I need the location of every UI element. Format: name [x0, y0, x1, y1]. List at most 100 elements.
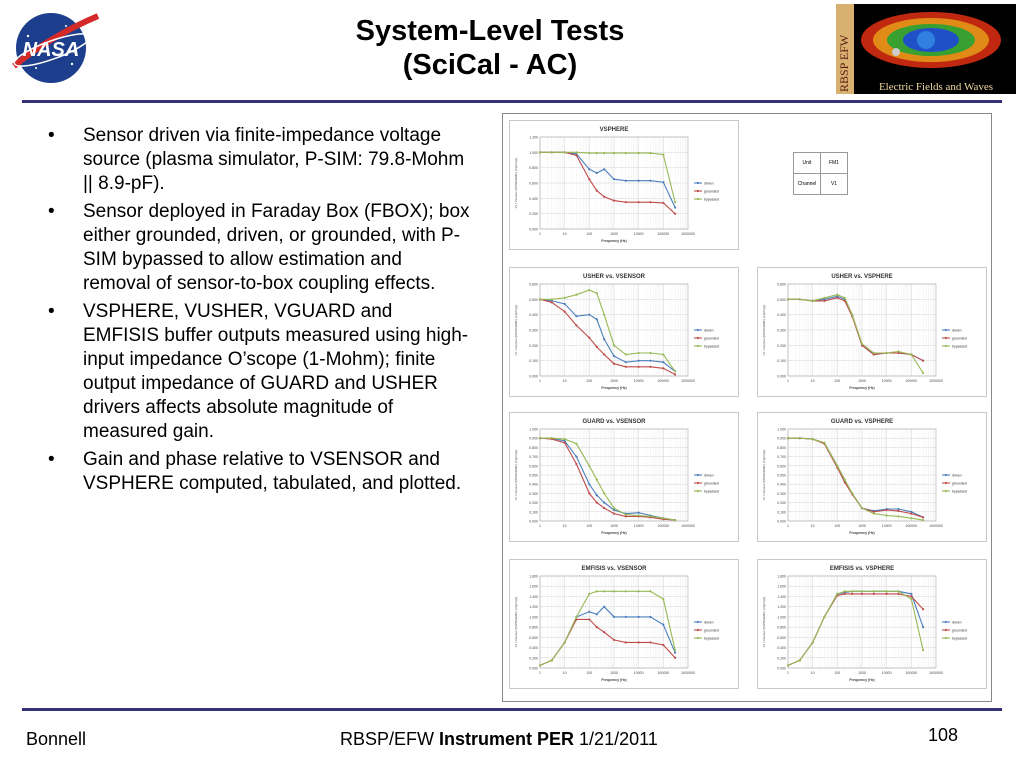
plot-area	[539, 575, 689, 669]
x-tick-label: 100000	[657, 379, 669, 383]
bullet-list: • Sensor driven via finite-impedance volt…	[48, 124, 473, 500]
y-tick-label: 0.200	[777, 501, 786, 505]
data-point-bypassed	[649, 351, 652, 355]
data-point-bypassed	[851, 590, 854, 593]
data-point-grounded	[588, 336, 591, 339]
chart-title: EMFISIS vs. VSENSOR	[581, 566, 647, 572]
data-point-grounded	[563, 310, 566, 313]
data-point-bypassed	[674, 201, 677, 204]
legend-marker-driven	[696, 473, 700, 477]
data-point-bypassed	[910, 597, 913, 601]
y-tick-label: 1.800	[777, 575, 786, 579]
x-tick-label: 1000000	[929, 379, 943, 383]
plot-area	[787, 575, 937, 669]
data-point-grounded	[612, 199, 616, 202]
y-tick-label: 0.300	[529, 492, 538, 496]
x-tick-label: 1	[539, 671, 541, 675]
legend-label: driven	[952, 620, 962, 624]
bullet-symbol: •	[48, 301, 55, 322]
y-axis-label: Vx / Vsensor (PR/SG/EMF) (Vpp/Vpp)	[762, 450, 766, 501]
y-tick-label: 0.400	[529, 483, 538, 487]
data-point-bypassed	[851, 313, 854, 316]
data-point-bypassed	[595, 590, 598, 593]
chart-panel-emfisis-vs-vsphere: EMFISIS vs. VSPHERE 0.000 0.200 0.400 0.600 0…	[757, 559, 987, 689]
y-tick-label: 0.900	[777, 437, 786, 441]
data-point-grounded	[843, 481, 846, 484]
y-tick-label: 0.900	[529, 437, 538, 441]
y-tick-label: 0.300	[529, 329, 538, 333]
data-point-driven	[595, 171, 598, 175]
data-point-bypassed	[603, 492, 606, 495]
data-point-grounded	[872, 353, 875, 356]
y-tick-label: 0.600	[777, 464, 786, 468]
y-tick-label: 0.200	[529, 212, 538, 216]
data-point-bypassed	[624, 353, 627, 356]
x-tick-label: 10000	[634, 524, 644, 528]
data-point-bypassed	[872, 590, 875, 593]
legend-label: driven	[952, 328, 962, 332]
data-point-grounded	[836, 296, 839, 299]
data-point-bypassed	[860, 507, 864, 510]
series-line-grounded	[788, 437, 924, 518]
chart-panel-guard-vs-vsensor: GUARD vs. VSENSOR 0.000 0.100 0.200 0.300 0.4…	[509, 412, 739, 542]
y-tick-label: 0.000	[529, 228, 538, 232]
data-point-driven	[588, 313, 591, 316]
data-point-grounded	[624, 201, 627, 204]
x-tick-label: 100000	[657, 671, 669, 675]
footer-center-prefix: RBSP/EFW	[340, 729, 440, 749]
x-tick-label: 10	[811, 379, 815, 383]
x-axis-label: Frequency (Hz)	[601, 678, 626, 682]
x-tick-label: 100	[586, 379, 592, 383]
bullet-symbol: •	[48, 449, 55, 470]
chart-title: USHER vs. VSENSOR	[583, 274, 646, 280]
footer-rule	[22, 708, 1002, 711]
plot-area	[539, 136, 689, 230]
data-point-grounded	[649, 641, 652, 644]
bullet-item: • VSPHERE, VUSHER, VGUARD and EMFISIS buf…	[48, 300, 473, 444]
series-line-grounded	[539, 618, 676, 666]
footer-center-suffix: 1/21/2011	[574, 729, 658, 749]
chart-title: GUARD vs. VSENSOR	[582, 419, 646, 425]
y-tick-label: 0.600	[529, 182, 538, 186]
data-point-driven	[637, 615, 640, 618]
bullet-item: • Sensor driven via finite-impedance volt…	[48, 124, 473, 196]
data-point-bypassed	[674, 370, 677, 373]
info-table-cell: Unit	[793, 152, 821, 174]
data-point-bypassed	[612, 590, 616, 593]
data-point-driven	[637, 511, 640, 514]
x-tick-label: 1	[787, 379, 789, 383]
x-tick-label: 1000000	[681, 379, 695, 383]
x-tick-label: 100000	[657, 232, 669, 236]
legend-marker-driven	[944, 328, 948, 332]
bullet-symbol: •	[48, 201, 55, 222]
series-line-bypassed	[540, 437, 676, 521]
data-point-grounded	[922, 359, 925, 362]
x-axis-label: Frequency (Hz)	[849, 531, 874, 535]
data-point-bypassed	[798, 437, 801, 440]
x-tick-label: 1	[539, 379, 541, 383]
x-tick-label: 10	[563, 671, 567, 675]
legend-label: grounded	[952, 628, 967, 632]
y-tick-label: 0.400	[529, 646, 538, 650]
data-point-bypassed	[843, 296, 846, 299]
data-point-bypassed	[823, 441, 826, 444]
series-line-grounded	[787, 593, 924, 666]
x-tick-label: 1	[787, 524, 789, 528]
legend-marker-bypassed	[944, 636, 948, 640]
info-table-cell: V1	[820, 173, 848, 195]
data-point-grounded	[897, 509, 900, 512]
data-point-bypassed	[910, 517, 913, 520]
footer-center: RBSP/EFW Instrument PER 1/21/2011	[340, 729, 658, 750]
data-point-bypassed	[811, 641, 814, 644]
data-point-bypassed	[860, 342, 864, 345]
data-point-driven	[575, 152, 578, 155]
data-point-bypassed	[885, 351, 888, 355]
chart-title: VSPHERE	[600, 127, 629, 133]
chart-panel-usher-vs-vsphere: USHER vs. VSPHERE 0.000 0.100 0.200 0.300 0.4…	[757, 267, 987, 397]
y-tick-label: 0.000	[529, 520, 538, 524]
data-point-bypassed	[851, 492, 854, 495]
data-point-driven	[563, 439, 566, 443]
data-point-driven	[603, 168, 606, 171]
footer-author: Bonnell	[26, 729, 87, 749]
data-point-driven	[836, 295, 839, 298]
